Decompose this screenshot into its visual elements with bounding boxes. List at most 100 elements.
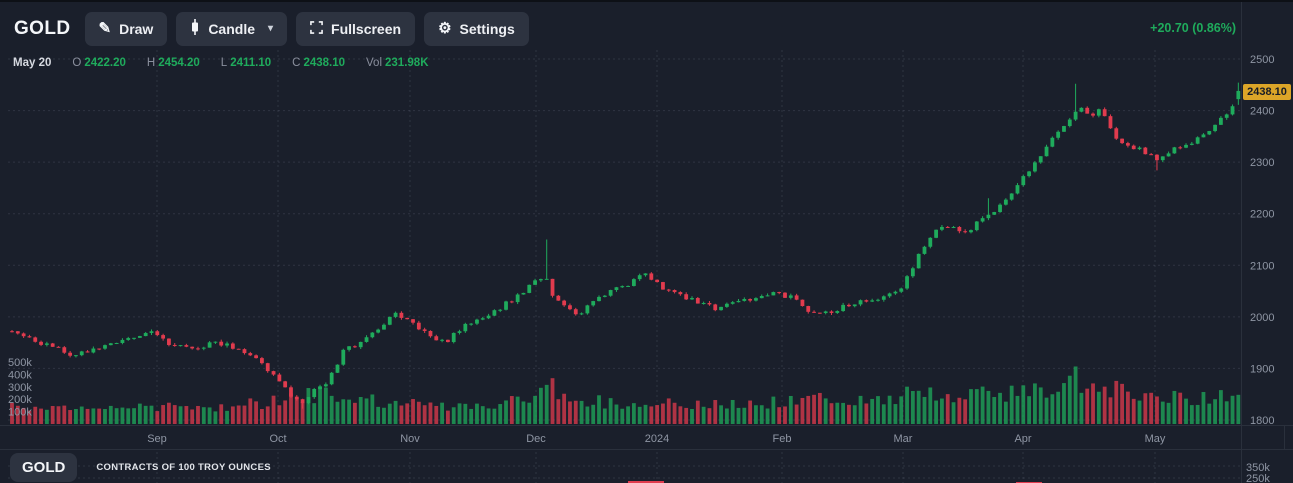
price-change-label: +20.70 (0.86%) — [1150, 21, 1236, 35]
volume-bar — [167, 402, 171, 424]
volume-bar — [1149, 392, 1154, 424]
gear-icon: ⚙ — [438, 20, 452, 37]
volume-bar — [44, 409, 49, 424]
candle-body — [161, 335, 166, 339]
volume-bar — [283, 400, 288, 424]
settings-button[interactable]: ⚙ Settings — [424, 11, 529, 46]
volume-bar — [1096, 391, 1101, 424]
volume-bar — [1178, 392, 1183, 424]
candle-body — [614, 287, 619, 291]
candle-body — [74, 355, 78, 357]
candle-body — [1131, 145, 1136, 150]
volume-bar — [1027, 396, 1031, 424]
bottom-symbol-badge[interactable]: GOLD — [10, 453, 78, 482]
volume-bar — [364, 398, 369, 424]
volume-bar — [312, 403, 317, 424]
candle-body — [411, 319, 415, 323]
volume-bar — [1033, 383, 1037, 424]
candle-type-button[interactable]: Candle ▾ — [176, 11, 288, 46]
candle-body — [97, 348, 102, 350]
volume-bar — [335, 401, 340, 424]
candle-body — [1096, 109, 1101, 116]
volume-bar — [940, 398, 944, 424]
volume-bar — [707, 408, 712, 424]
candle-body — [899, 288, 904, 292]
candle-body — [1160, 156, 1165, 161]
volume-bar — [271, 395, 276, 424]
draw-button[interactable]: ✎ Draw — [84, 11, 168, 46]
volume-bar — [213, 411, 218, 424]
candle-body — [515, 294, 520, 303]
volume-bar — [742, 407, 747, 424]
price-tick-label: 2300 — [1250, 157, 1274, 169]
grid-lines — [8, 50, 1240, 483]
candle-body — [509, 301, 514, 303]
candle-body — [120, 339, 125, 343]
candle-body — [254, 355, 259, 359]
volume-bar — [504, 400, 508, 424]
candle-body — [358, 341, 363, 348]
time-axis-label: Nov — [400, 433, 420, 445]
candle-body — [283, 381, 288, 388]
volume-bar — [480, 406, 485, 424]
volume-bar — [806, 395, 811, 424]
volume-bar — [1224, 401, 1229, 424]
candle-body — [353, 346, 357, 348]
candle-body — [457, 331, 462, 333]
candle-body — [399, 312, 404, 318]
volume-bar — [196, 405, 200, 424]
candle-body — [661, 282, 665, 290]
candle-body — [300, 399, 305, 404]
volume-bar — [690, 408, 694, 424]
candle-body — [1044, 146, 1049, 157]
price-tick-label: 2500 — [1250, 54, 1274, 66]
candle-body — [492, 310, 497, 316]
volume-bar — [463, 403, 468, 424]
candle-body — [794, 295, 799, 300]
volume-bar — [318, 387, 322, 424]
volume-bar — [986, 390, 991, 424]
candle-body — [742, 299, 747, 301]
volume-bar — [550, 378, 555, 424]
candle-body — [382, 324, 386, 330]
candle-body — [672, 290, 677, 293]
volume-bar — [143, 405, 148, 424]
volume-bar — [724, 408, 729, 424]
candle-body — [486, 315, 491, 319]
candle-body — [864, 300, 869, 302]
candle-body — [230, 343, 235, 349]
volume-bar — [382, 407, 386, 424]
volume-bar — [68, 410, 73, 424]
oi-tick-label: 350k — [1246, 462, 1270, 474]
candle-body — [905, 276, 909, 289]
candle-body — [922, 246, 927, 254]
volume-bar — [405, 403, 410, 424]
candle-body — [1067, 119, 1072, 127]
volume-bar — [120, 407, 125, 424]
volume-bar — [730, 399, 735, 424]
volume-bar — [353, 402, 357, 424]
candle-body — [1033, 162, 1037, 172]
candle-body — [370, 332, 375, 338]
volume-tick-label: 300k — [8, 382, 32, 394]
volume-bar — [899, 396, 904, 424]
candle-body — [1108, 116, 1113, 129]
candle-body — [126, 338, 131, 340]
volume-bar — [538, 387, 543, 424]
volume-bar — [794, 404, 799, 424]
volume-bar — [1073, 366, 1078, 424]
volume-bar — [614, 404, 619, 424]
chevron-down-icon: ▾ — [268, 23, 274, 34]
fullscreen-button[interactable]: Fullscreen — [296, 11, 416, 46]
candle-body — [1102, 109, 1107, 117]
candle-body — [62, 347, 67, 353]
candle-body — [765, 295, 770, 297]
candle-body — [724, 303, 729, 307]
volume-bar — [306, 388, 311, 424]
volume-tick-label: 500k — [8, 357, 32, 369]
candle-body — [847, 304, 851, 307]
oi-bar-stub — [628, 481, 664, 483]
volume-bar — [399, 405, 404, 424]
candle-body — [44, 343, 49, 345]
